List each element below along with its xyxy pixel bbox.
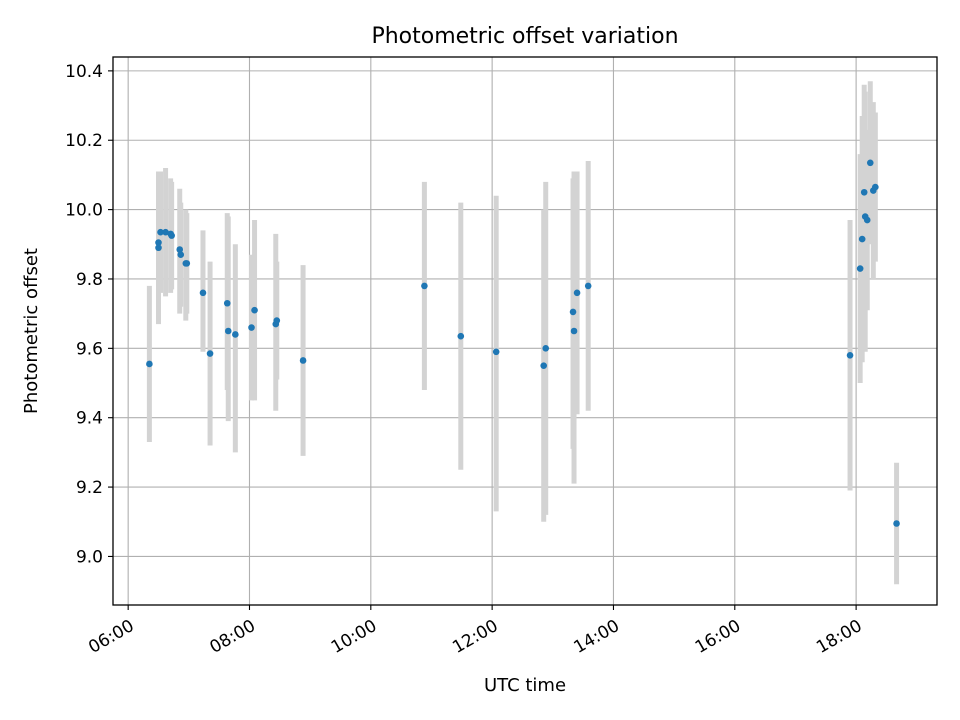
chart-title: Photometric offset variation (371, 24, 678, 49)
data-point (206, 350, 214, 357)
data-point (457, 332, 465, 340)
data-point (540, 362, 548, 369)
y-axis: 9.0 9.2 9.4 9.6 9.8 10.0 10.2 10.4 (65, 62, 113, 567)
data-point (177, 251, 185, 258)
data-point (584, 282, 592, 290)
data-point (542, 345, 550, 352)
data-point (155, 244, 162, 252)
y-tick-label: 9.4 (76, 409, 103, 429)
data-point (146, 360, 153, 368)
data-point (168, 232, 175, 239)
data-point (570, 327, 578, 335)
y-tick-label: 9.2 (76, 478, 103, 498)
data-points (146, 159, 900, 527)
data-point (846, 351, 854, 359)
data-point (248, 324, 255, 331)
y-tick-label: 9.0 (76, 547, 103, 567)
data-point (569, 308, 577, 316)
data-point (860, 188, 868, 196)
data-point (856, 265, 864, 272)
data-point (893, 520, 900, 527)
grid (113, 57, 937, 605)
data-point (199, 289, 207, 297)
data-point (251, 306, 258, 314)
data-point (299, 357, 307, 364)
y-tick-label: 10.0 (65, 201, 103, 221)
data-point (573, 289, 581, 297)
data-point (157, 228, 164, 236)
y-axis-label: Photometric offset (21, 248, 42, 414)
y-tick-label: 10.2 (65, 131, 103, 151)
data-point (273, 317, 281, 324)
data-point (224, 327, 232, 335)
data-point (492, 348, 500, 356)
plot-frame (112, 56, 938, 606)
data-point (866, 159, 874, 167)
data-point (232, 331, 239, 338)
y-tick-label: 9.8 (76, 270, 103, 290)
data-point (155, 239, 162, 246)
data-point (183, 260, 191, 267)
data-point (872, 183, 879, 191)
y-tick-label: 9.6 (76, 339, 103, 359)
data-point (421, 282, 428, 290)
data-point (858, 235, 866, 243)
data-point (176, 246, 184, 253)
data-point (863, 216, 871, 224)
x-axis-label: UTC time (484, 675, 566, 696)
data-point (223, 299, 231, 307)
data-point (162, 228, 169, 236)
y-tick-label: 10.4 (65, 62, 103, 82)
